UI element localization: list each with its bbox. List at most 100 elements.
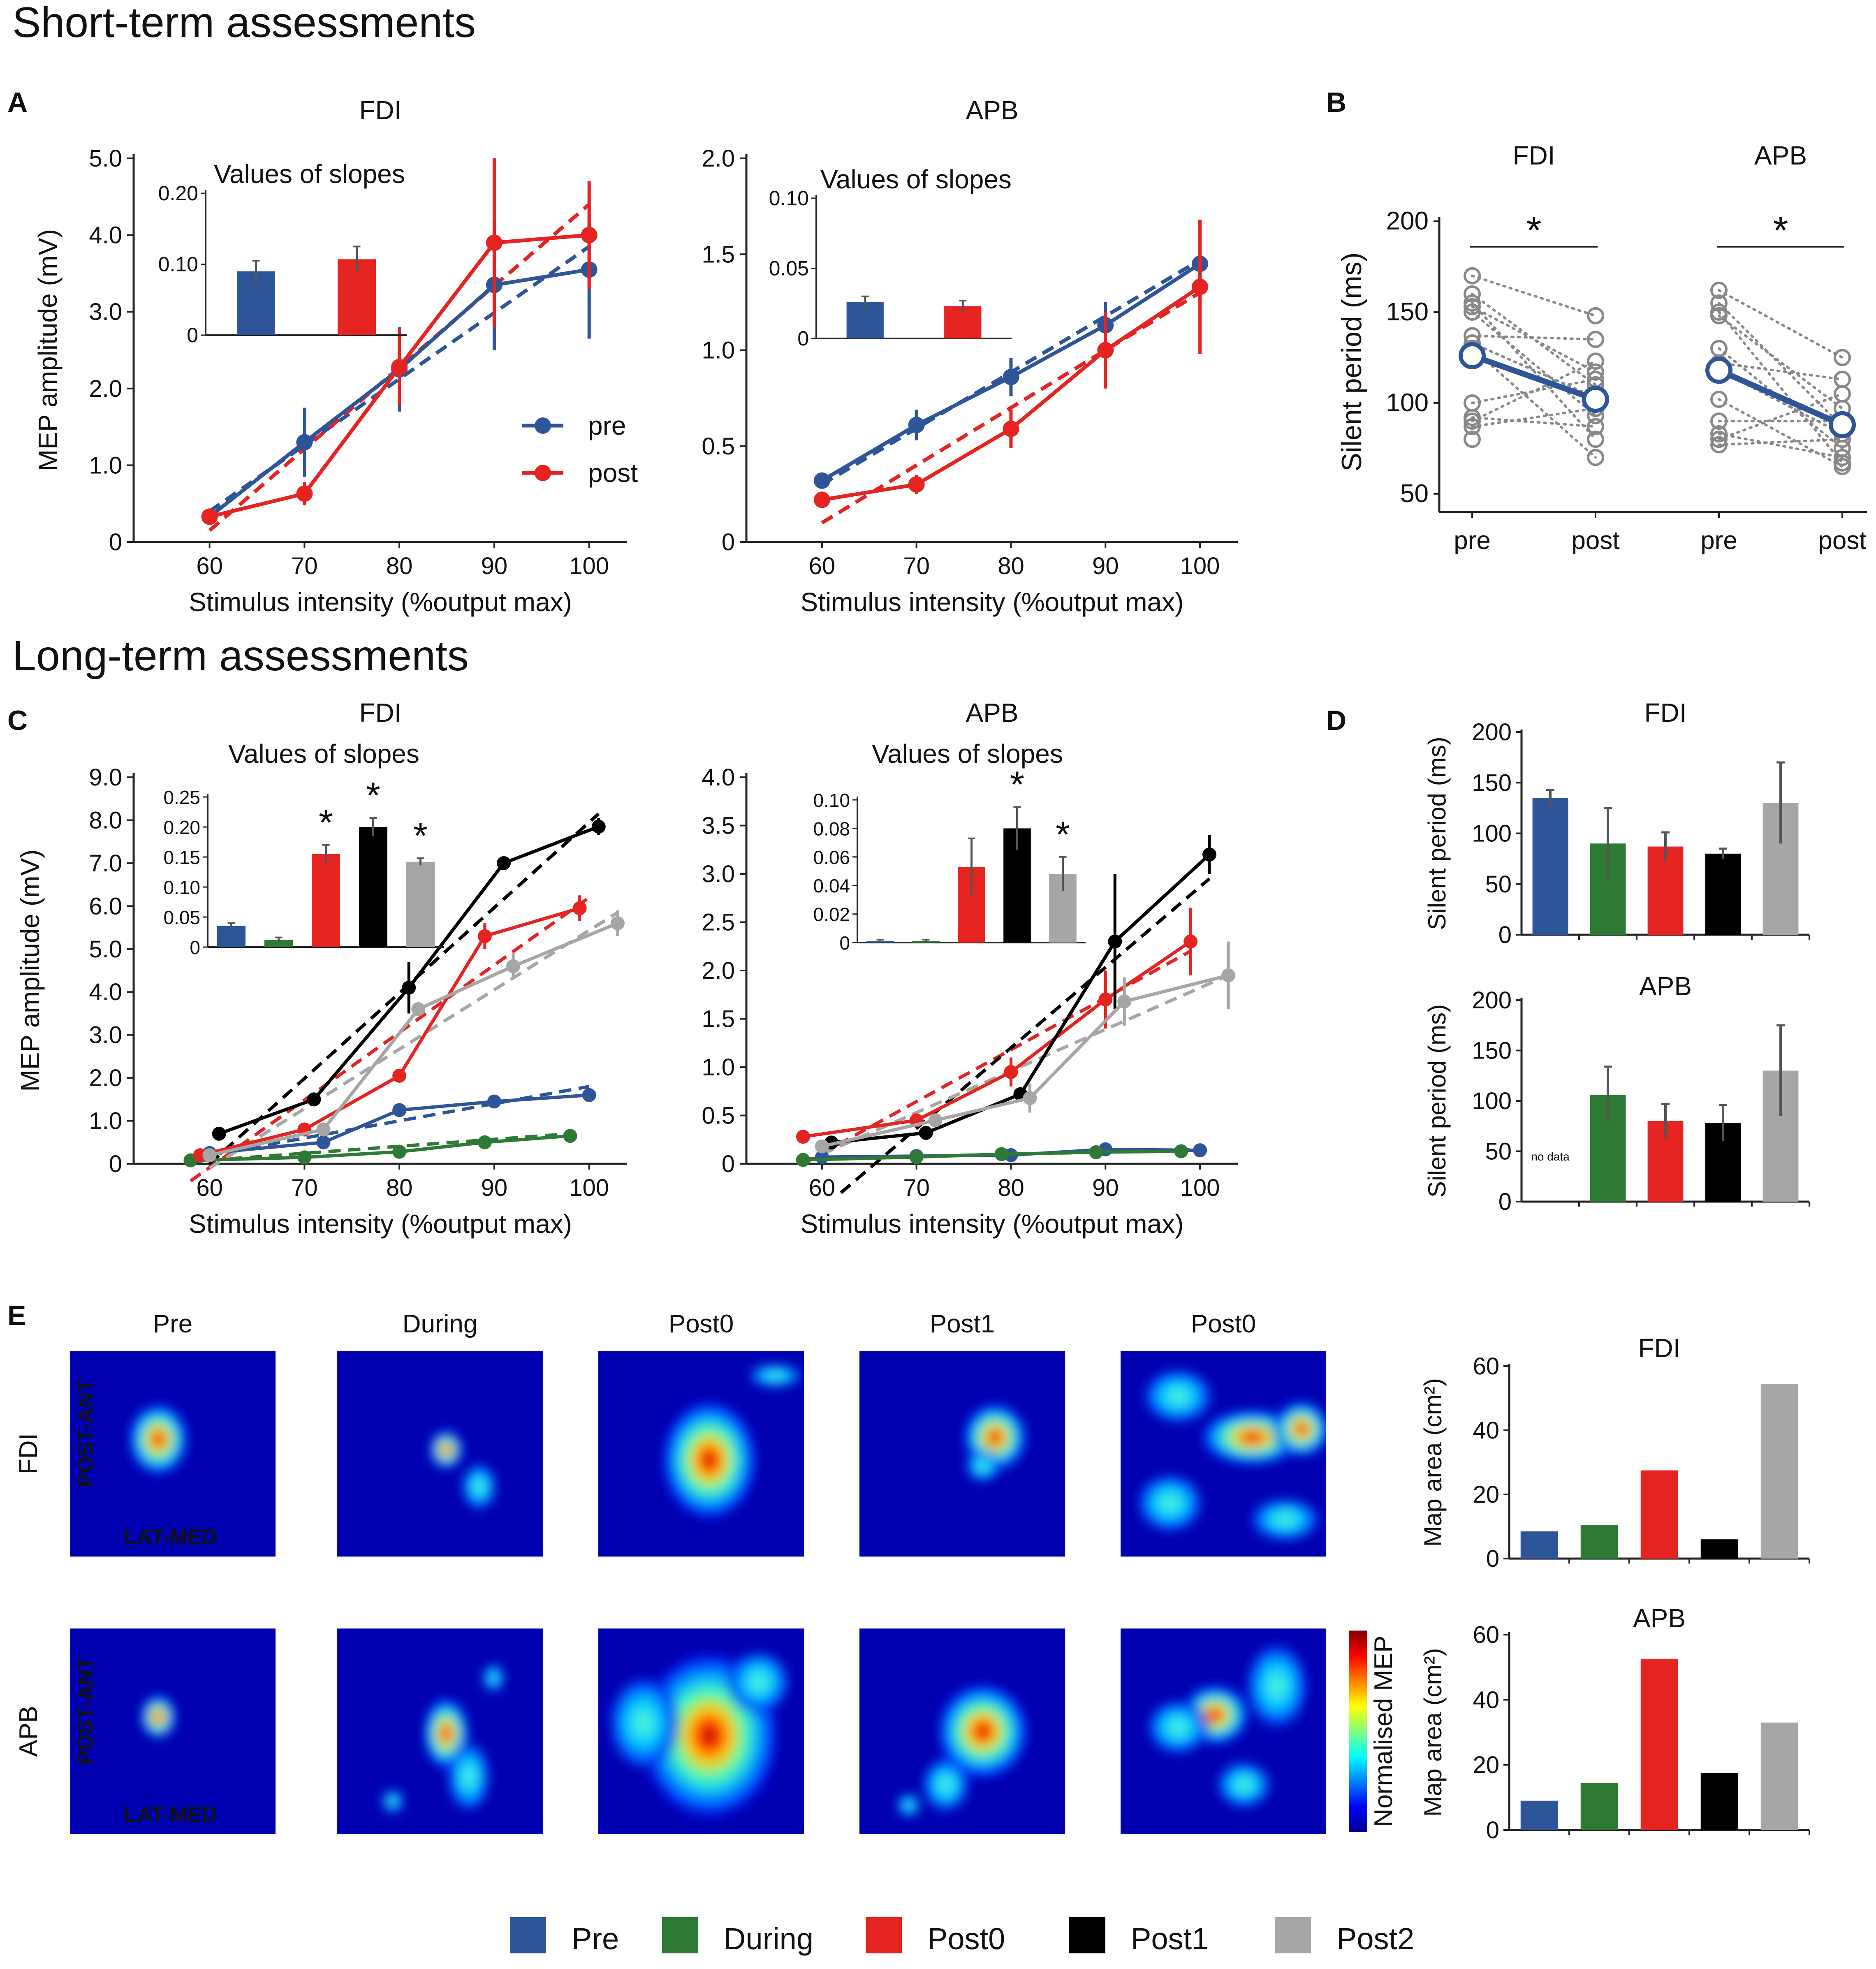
subject-line: [1471, 342, 1597, 399]
y-tick-label: 200: [1472, 719, 1512, 746]
inset-y-tick-label: 0: [190, 937, 200, 958]
inset-bar-post2: [406, 862, 435, 947]
series-line-Post0: [199, 906, 580, 1157]
legend-marker: [535, 417, 551, 434]
y-tick-label: 100: [1472, 820, 1512, 847]
subject-point-pre: [1710, 294, 1728, 312]
data-point: [919, 1126, 933, 1140]
chart-title: APB: [1639, 971, 1692, 1001]
data-point: [1003, 420, 1019, 437]
subject-line: [1718, 289, 1844, 359]
legend-label: post: [588, 458, 638, 488]
x-tick-label: 70: [903, 553, 930, 579]
fit-line-post0: [190, 896, 591, 1183]
chart-d-apb: 0 50 100 150 200 no data APB Silent period (ms): [1423, 971, 1810, 1215]
group-title: FDI: [1512, 141, 1555, 170]
mean-point-pre: [1459, 342, 1486, 369]
subject-line: [1471, 378, 1597, 404]
y-tick-label: 150: [1472, 769, 1512, 796]
y-axis-label: MEP amplitude (mV): [33, 229, 63, 471]
data-point: [1184, 934, 1198, 949]
subject-point-post: [1834, 449, 1851, 466]
x-tick-label: 90: [481, 553, 508, 579]
chart-d-fdi: 0 50 100 150 200 FDI Silent period (ms): [1423, 698, 1810, 948]
y-tick-label: 2.0: [89, 375, 122, 402]
bar-pre: [1532, 798, 1568, 935]
subject-point-post: [1587, 418, 1604, 435]
mean-line: [1471, 353, 1597, 402]
fit-line-post1: [840, 877, 1211, 1194]
bar-pre: [1520, 1531, 1558, 1559]
heatmap-hotspot: [381, 1789, 404, 1814]
significance-marker: *: [1773, 208, 1788, 252]
colorbar: [1349, 1631, 1367, 1832]
data-point: [212, 1126, 226, 1141]
subject-line: [1718, 438, 1844, 446]
y-axis-label: Silent period (ms): [1423, 737, 1451, 930]
lat-med-label: LAT-MED: [124, 1803, 217, 1827]
heatmap-hotspot: [964, 1450, 1001, 1483]
heatmap-post0-apb: [1121, 1628, 1326, 1834]
data-point: [392, 1103, 407, 1117]
subject-line: [1471, 274, 1597, 317]
x-tick-label: 90: [481, 1174, 508, 1201]
heatmap-hotspot: [140, 1694, 177, 1740]
y-tick-label: 6.0: [89, 893, 122, 920]
subject-point-pre: [1464, 431, 1481, 448]
data-point: [1174, 1144, 1188, 1158]
bar-post2: [1760, 1722, 1798, 1830]
y-tick-label: 200: [1472, 987, 1512, 1014]
legend-label-pre: Pre: [572, 1922, 619, 1956]
heatmap-blobs: [1145, 1641, 1310, 1809]
subject-line: [1471, 347, 1597, 459]
heatmap-hotspot: [461, 1462, 498, 1511]
legend-swatch-post2: [1275, 1917, 1311, 1953]
heatmap-hotspot: [896, 1793, 921, 1818]
y-tick-label: 1.0: [702, 337, 735, 364]
map-row-label: FDI: [14, 1433, 43, 1474]
subject-point-pre: [1710, 431, 1728, 448]
bar-during: [1580, 1525, 1618, 1559]
inset-y-tick-label: 0.05: [163, 907, 200, 928]
inset-y-tick-label: 0.20: [158, 182, 198, 205]
y-tick-label: 5.0: [89, 936, 122, 963]
data-point: [908, 476, 925, 493]
data-point: [994, 1147, 1009, 1161]
bar-post1: [1700, 1773, 1738, 1830]
panel-label-e: E: [7, 1300, 26, 1331]
x-tick-label: 100: [1180, 1174, 1220, 1201]
panel-label-c: C: [7, 705, 28, 736]
data-point: [391, 359, 408, 375]
y-tick-label: 100: [1386, 389, 1429, 417]
legend-label-during: During: [724, 1922, 813, 1956]
heatmap-post0-fdi: [1121, 1351, 1326, 1557]
data-point: [1221, 968, 1236, 982]
bar-post0: [1640, 1659, 1678, 1830]
map-column-title: Pre: [153, 1310, 192, 1338]
heatmap-hotspot: [746, 1363, 804, 1388]
data-point: [296, 434, 313, 451]
group-title: APB: [1754, 141, 1807, 170]
subject-point-pre: [1464, 285, 1481, 303]
inset-bar-pre: [217, 926, 246, 947]
x-tick-label: pre: [1454, 526, 1491, 555]
significance-marker: *: [319, 802, 333, 843]
data-point: [909, 1150, 924, 1164]
data-point: [591, 820, 606, 834]
data-point: [815, 1139, 829, 1154]
heatmap-post1-apb: [859, 1628, 1065, 1834]
heatmap-blobs: [127, 1402, 189, 1476]
subject-point-pre: [1710, 412, 1728, 430]
inset-title: Values of slopes: [820, 164, 1012, 194]
inset-bar-post0: [312, 854, 340, 947]
bottom-legend: Pre During Post0 Post1 Post2: [510, 1917, 1414, 1956]
data-point: [582, 1088, 596, 1102]
y-tick-label: 60: [1473, 1622, 1499, 1648]
bar-post2: [1760, 1383, 1798, 1559]
significance-marker: *: [1526, 208, 1541, 252]
subject-point-pre: [1464, 412, 1481, 430]
y-tick-label: 2.0: [702, 145, 735, 172]
inset-y-tick-label: 0.10: [163, 877, 200, 898]
chart-title: FDI: [1638, 1333, 1680, 1363]
fit-line-post0: [208, 203, 591, 532]
